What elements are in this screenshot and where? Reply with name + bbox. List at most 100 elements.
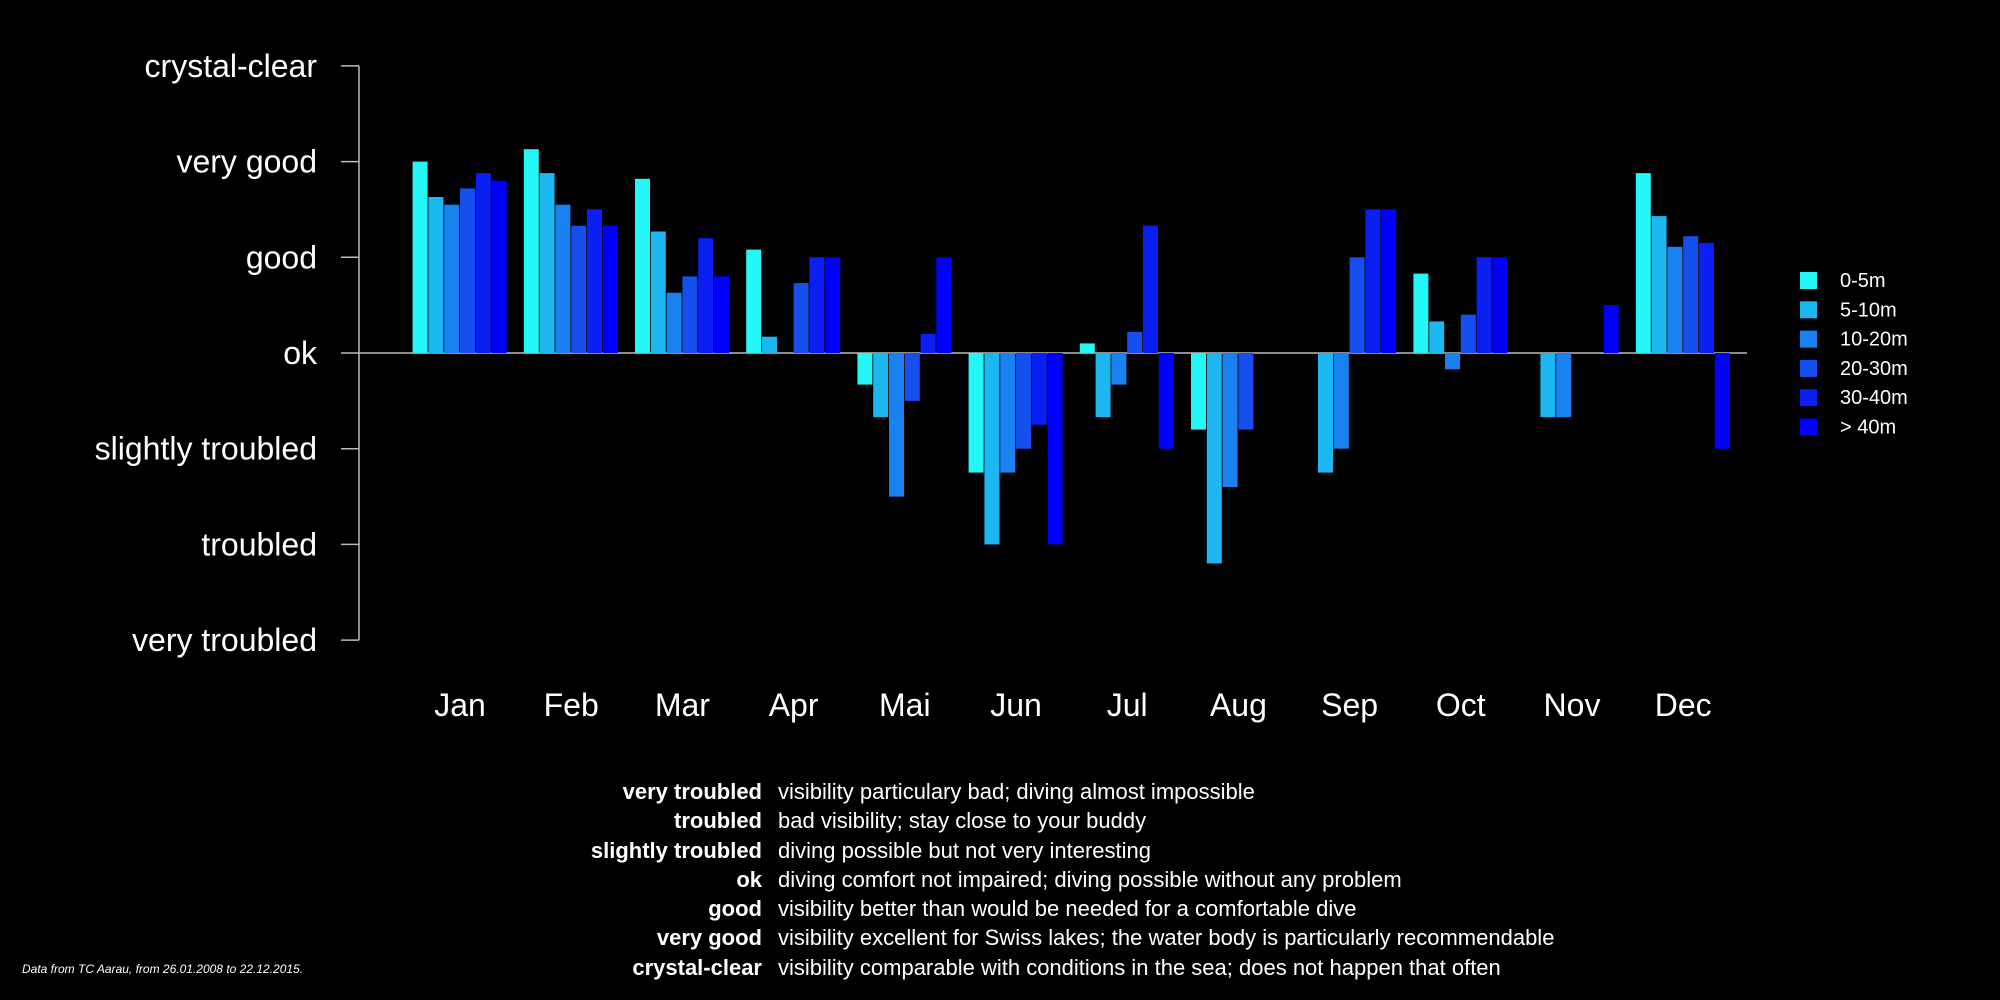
x-tick-label: Mai	[879, 687, 931, 723]
description-row: good visibility better than would be need…	[0, 894, 2000, 923]
bar-dec-5	[1714, 353, 1730, 449]
bar-jan-3	[460, 188, 475, 353]
y-tick-label: very troubled	[132, 622, 317, 658]
description-term: good	[708, 896, 762, 922]
description-text: visibility excellent for Swiss lakes; th…	[778, 925, 1555, 951]
description-row: ok diving comfort not impaired; diving po…	[0, 865, 2000, 894]
bar-aug-0	[1191, 353, 1206, 430]
description-row: very troubled visibility particulary bad;…	[0, 777, 2000, 806]
bar-nov-2	[1556, 353, 1572, 418]
y-tick-label: good	[246, 239, 317, 275]
description-term: very good	[656, 925, 762, 951]
bar-dec-1	[1651, 216, 1667, 353]
y-tick-label: ok	[283, 335, 318, 371]
bar-jun-2	[1000, 353, 1016, 473]
visibility-bar-chart: very troubled troubled slightly troubled ok…	[95, 48, 1908, 723]
bar-mar-2	[666, 292, 682, 353]
bar-sep-2	[1333, 353, 1349, 449]
x-tick-label: Aug	[1210, 687, 1267, 723]
bar-jul-5	[1158, 353, 1174, 449]
bar-sep-3	[1349, 257, 1365, 353]
visibility-descriptions: very troubled visibility particulary bad;…	[0, 777, 2000, 982]
y-tick-label: very good	[176, 144, 317, 180]
y-tick-label: crystal-clear	[145, 48, 318, 84]
legend-label: 5-10m	[1840, 299, 1897, 321]
bar-jan-4	[475, 173, 491, 353]
bar-jul-2	[1111, 353, 1127, 385]
x-axis-ticks: Jan Feb Mar Apr Mai Jun Jul Aug Sep Oct Nov Dec	[434, 687, 1711, 723]
x-tick-label: Jun	[990, 687, 1042, 723]
x-tick-label: Feb	[544, 687, 599, 723]
bar-feb-2	[555, 204, 571, 353]
bar-mar-1	[650, 231, 666, 353]
bar-mai-5	[936, 257, 952, 353]
bar-apr-1	[762, 336, 777, 353]
bar-sep-4	[1365, 209, 1381, 353]
description-term: slightly troubled	[590, 837, 762, 863]
bar-nov-1	[1540, 353, 1556, 418]
legend-swatch	[1800, 301, 1817, 319]
bar-mar-5	[714, 276, 729, 353]
bar-apr-0	[746, 249, 762, 353]
legend-label: 0-5m	[1840, 270, 1886, 292]
bar-oct-5	[1492, 257, 1508, 353]
description-text: visibility particulary bad; diving almos…	[778, 779, 1255, 804]
description-row: troubled bad visibility; stay close to yo…	[0, 806, 2000, 835]
bar-feb-3	[571, 225, 587, 353]
legend-label: 20-30m	[1840, 358, 1908, 380]
bar-aug-3	[1238, 353, 1254, 430]
legend-label: 10-20m	[1840, 329, 1908, 351]
x-tick-label: Sep	[1321, 687, 1378, 723]
y-axis: very troubled troubled slightly troubled ok…	[95, 48, 1747, 658]
bars-layer	[412, 149, 1730, 564]
bar-jul-3	[1127, 331, 1143, 353]
bar-feb-1	[539, 173, 555, 353]
bar-jan-1	[428, 197, 444, 353]
bar-mar-0	[635, 178, 650, 353]
bar-feb-4	[587, 209, 602, 353]
bar-mai-3	[904, 353, 920, 401]
bar-apr-5	[825, 257, 841, 353]
bar-dec-3	[1683, 236, 1699, 353]
legend-label: > 40m	[1840, 417, 1896, 439]
legend-swatch	[1800, 418, 1817, 436]
description-text: visibility comparable with conditions in…	[778, 954, 1501, 980]
x-tick-label: Jan	[434, 687, 486, 723]
bar-oct-0	[1413, 273, 1429, 353]
y-tick-label: troubled	[201, 526, 317, 562]
bar-sep-5	[1381, 209, 1397, 353]
description-text: bad visibility; stay close to your buddy	[778, 808, 1147, 834]
x-tick-label: Oct	[1436, 687, 1486, 723]
bar-mai-0	[857, 353, 873, 385]
bar-apr-3	[793, 283, 809, 353]
bar-mar-3	[682, 276, 698, 353]
bar-jan-2	[444, 204, 460, 353]
description-term: very troubled	[622, 779, 762, 804]
x-tick-label: Jul	[1107, 687, 1148, 723]
bar-jun-0	[968, 353, 984, 473]
bar-feb-5	[602, 225, 618, 353]
description-text: diving comfort not impaired; diving poss…	[778, 866, 1402, 892]
bar-sep-1	[1318, 353, 1333, 473]
bar-mai-1	[873, 353, 889, 418]
legend-swatch	[1800, 272, 1817, 289]
bar-nov-5	[1603, 305, 1619, 353]
bar-jun-1	[984, 353, 1000, 545]
bar-aug-2	[1222, 353, 1238, 487]
bar-jun-5	[1047, 353, 1063, 545]
bar-mar-4	[698, 238, 714, 353]
bar-jan-5	[491, 180, 507, 353]
bar-jul-4	[1143, 225, 1158, 353]
bar-oct-1	[1429, 321, 1445, 353]
bar-mai-4	[920, 333, 936, 353]
description-row: crystal-clear visibility comparable with …	[0, 953, 2000, 982]
description-term: troubled	[674, 808, 762, 834]
legend-swatch	[1800, 359, 1817, 377]
source-note: Data from TC Aarau, from 26.01.2008 to 2…	[22, 962, 304, 976]
bar-jul-1	[1095, 353, 1111, 418]
y-tick-label: slightly troubled	[95, 431, 317, 467]
bar-oct-2	[1445, 353, 1460, 370]
bar-apr-4	[809, 257, 825, 353]
legend: 0-5m 5-10m 10-20m 20-30m 30-40m > 40m	[1800, 270, 1908, 439]
description-term: ok	[736, 866, 762, 892]
